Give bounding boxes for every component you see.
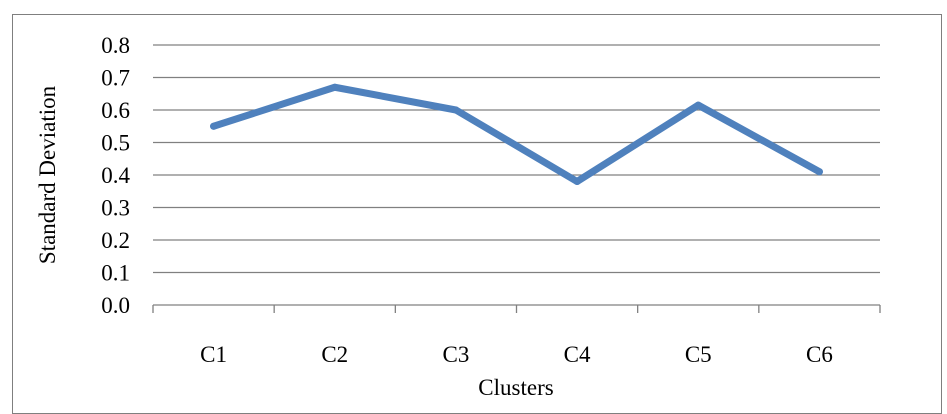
y-tick-label-0.3: 0.3 bbox=[101, 196, 130, 221]
x-axis-title: Clusters bbox=[478, 375, 553, 398]
chart-frame bbox=[12, 14, 942, 414]
data-point-C6 bbox=[815, 168, 823, 176]
series-layer bbox=[210, 83, 823, 185]
data-point-C4 bbox=[573, 178, 581, 185]
y-axis-title: Standard Deviation bbox=[35, 85, 60, 264]
y-tick-label-0.4: 0.4 bbox=[101, 163, 130, 188]
data-point-C2 bbox=[331, 83, 339, 91]
y-tick-label-0.1: 0.1 bbox=[101, 261, 130, 286]
y-tick-label-0.2: 0.2 bbox=[101, 228, 130, 253]
x-tick-label-C3: C3 bbox=[442, 342, 469, 367]
x-tick-label-C2: C2 bbox=[321, 342, 348, 367]
data-point-C3 bbox=[452, 106, 460, 114]
y-tick-label-0.0: 0.0 bbox=[101, 293, 130, 318]
x-tick-label-C1: C1 bbox=[200, 342, 227, 367]
x-tick-label-C6: C6 bbox=[806, 342, 833, 367]
y-tick-label-0.6: 0.6 bbox=[101, 98, 130, 123]
x-tick-label-C5: C5 bbox=[685, 342, 712, 367]
line-chart: 0.0 0.1 0.2 0.3 0.4 0.5 0.6 0.7 0.8 C1 C2 C3 C4 C5 C6… bbox=[35, 33, 881, 398]
y-tick-label-0.8: 0.8 bbox=[101, 33, 130, 58]
axes bbox=[152, 304, 881, 313]
y-tick-label-0.7: 0.7 bbox=[101, 66, 130, 91]
x-tick-labels: C1 C2 C3 C4 C5 C6 bbox=[200, 342, 833, 367]
data-point-C5 bbox=[694, 101, 702, 109]
series-line-0 bbox=[210, 83, 823, 185]
y-tick-label-0.5: 0.5 bbox=[101, 131, 130, 156]
y-tick-labels: 0.0 0.1 0.2 0.3 0.4 0.5 0.6 0.7 0.8 bbox=[101, 33, 130, 318]
gridlines bbox=[153, 44, 880, 274]
data-point-C1 bbox=[210, 122, 218, 130]
x-tick-label-C4: C4 bbox=[564, 342, 591, 367]
